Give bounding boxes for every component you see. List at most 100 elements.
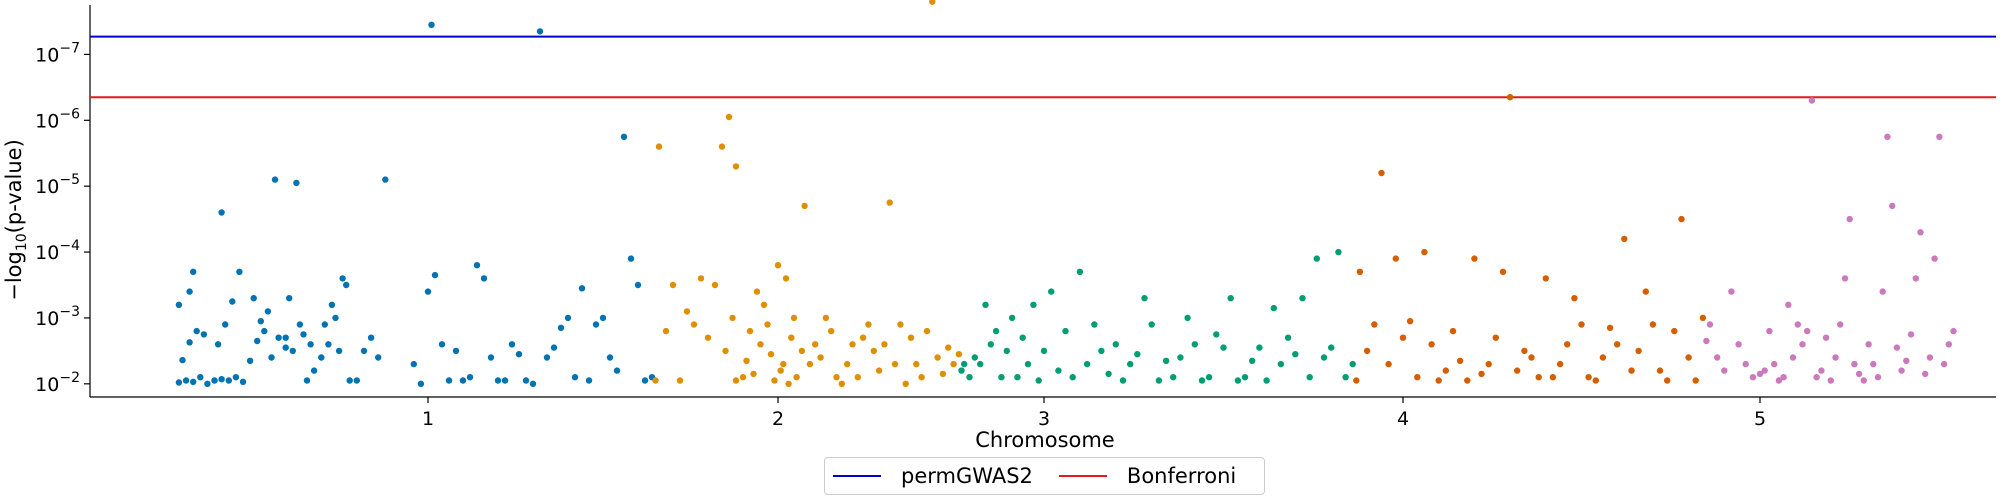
- data-point-chr1: [428, 21, 435, 28]
- data-point-chr4: [1356, 268, 1364, 275]
- data-point-chr3: [1198, 377, 1206, 384]
- data-point-chr2: [788, 334, 795, 341]
- data-point-chr5: [1703, 337, 1710, 345]
- data-point-chr5: [1851, 360, 1858, 368]
- data-point-chr2: [746, 327, 754, 335]
- x-tick-label: 2: [772, 408, 784, 430]
- data-point-chr5: [1785, 301, 1792, 308]
- data-point-chr1: [179, 356, 186, 364]
- data-point-chr1: [445, 377, 453, 384]
- data-point-chr2: [739, 374, 747, 381]
- data-point-chr5: [1749, 374, 1757, 381]
- data-point-chr4: [1656, 367, 1664, 374]
- data-point-chr2: [828, 327, 835, 335]
- data-point-chr4: [1521, 347, 1528, 355]
- data-point-chr3: [1263, 377, 1270, 384]
- data-point-chr1: [190, 378, 197, 385]
- data-point-chr2: [697, 275, 705, 282]
- data-point-chr4: [1628, 367, 1635, 374]
- data-point-chr2: [881, 341, 888, 348]
- data-point-chr2: [774, 262, 782, 269]
- data-point-chr4: [1471, 255, 1478, 262]
- data-point-chr3: [1098, 347, 1105, 355]
- data-point-chr1: [229, 298, 236, 305]
- data-point-chr4: [1556, 360, 1564, 368]
- data-point-chr3: [1148, 321, 1155, 328]
- data-point-chr3: [1170, 374, 1177, 381]
- data-point-chr4: [1442, 367, 1450, 374]
- data-point-chr2: [902, 380, 909, 387]
- y-axis-ticks: 10−2 10−3 10−4 10−5 10−6 10−7: [35, 40, 90, 396]
- data-point-chr2: [923, 327, 931, 335]
- data-point-chr2: [652, 377, 659, 384]
- legend-swatch-permgwas2: [833, 475, 881, 477]
- data-point-chr1: [218, 209, 225, 216]
- data-point-chr2: [704, 334, 712, 341]
- data-point-chr3: [1040, 347, 1048, 355]
- x-tick-label: 4: [1397, 408, 1409, 430]
- data-point-chr1: [254, 337, 261, 345]
- data-point-chr4: [1585, 374, 1592, 381]
- data-point-chr1: [335, 347, 343, 355]
- data-point-chr1: [318, 354, 325, 361]
- data-point-chr1: [592, 321, 600, 328]
- data-point-chr4: [1449, 327, 1457, 335]
- data-point-chr5: [1907, 331, 1915, 338]
- data-point-chr5: [1832, 354, 1839, 361]
- data-point-chr1: [564, 314, 572, 322]
- data-point-chr1: [557, 324, 565, 331]
- data-point-chr4: [1606, 324, 1614, 331]
- y-tick-label: 10−4: [35, 238, 80, 264]
- data-point-chr1: [325, 341, 332, 348]
- data-point-chr4: [1678, 215, 1685, 223]
- data-point-chr1: [367, 334, 375, 341]
- data-point-chr1: [606, 354, 614, 361]
- data-point-chr2: [817, 354, 824, 361]
- data-point-chr3: [1342, 374, 1349, 381]
- data-point-chr5: [1771, 360, 1778, 368]
- data-point-chr5: [1846, 215, 1853, 223]
- data-point-chr1: [508, 341, 516, 348]
- data-point-chr2: [806, 360, 814, 368]
- data-point-chr2: [790, 314, 798, 322]
- data-point-chr1: [613, 367, 621, 374]
- data-point-chr4: [1564, 341, 1571, 348]
- data-point-chr3: [1003, 347, 1010, 355]
- data-point-chr5: [1789, 354, 1797, 361]
- data-point-chr3: [971, 354, 978, 361]
- data-point-chr5: [1940, 360, 1948, 368]
- data-point-chr1: [466, 374, 474, 381]
- data-point-chr3: [1019, 334, 1026, 341]
- data-point-chr5: [1841, 275, 1849, 282]
- legend: permGWAS2 Bonferroni: [824, 457, 1265, 495]
- data-point-chr2: [844, 360, 851, 368]
- data-point-chr4: [1456, 357, 1464, 364]
- data-point-chr1: [360, 347, 368, 355]
- data-point-chr4: [1642, 288, 1650, 295]
- data-point-chr1: [585, 377, 593, 384]
- y-tick-label: 10−2: [35, 370, 80, 396]
- data-point-chr5: [1945, 341, 1953, 348]
- data-point-chr1: [293, 179, 300, 187]
- data-point-chr1: [529, 380, 537, 387]
- data-point-chr1: [310, 367, 318, 374]
- data-point-chr3: [1241, 374, 1249, 381]
- data-point-chr3: [1227, 295, 1234, 302]
- data-point-chr1: [501, 377, 509, 384]
- data-point-chr4: [1435, 377, 1442, 384]
- data-point-chr5: [1761, 367, 1768, 374]
- data-point-chr1: [536, 28, 544, 35]
- data-point-chr4: [1392, 255, 1400, 262]
- data-point-chr1: [282, 344, 289, 351]
- data-point-chr5: [1827, 377, 1835, 384]
- data-point-chr1: [571, 374, 579, 381]
- data-point-chr3: [1270, 304, 1278, 312]
- threshold-lines: [90, 35, 1996, 99]
- y-tick-label: 10−3: [35, 304, 80, 330]
- x-axis-label: Chromosome: [975, 428, 1114, 452]
- data-point-chr5: [1714, 354, 1721, 361]
- data-point-chr2: [722, 347, 729, 355]
- data-point-chr5: [1799, 341, 1806, 348]
- data-point-chr1: [515, 351, 523, 358]
- data-point-chr3: [977, 360, 984, 368]
